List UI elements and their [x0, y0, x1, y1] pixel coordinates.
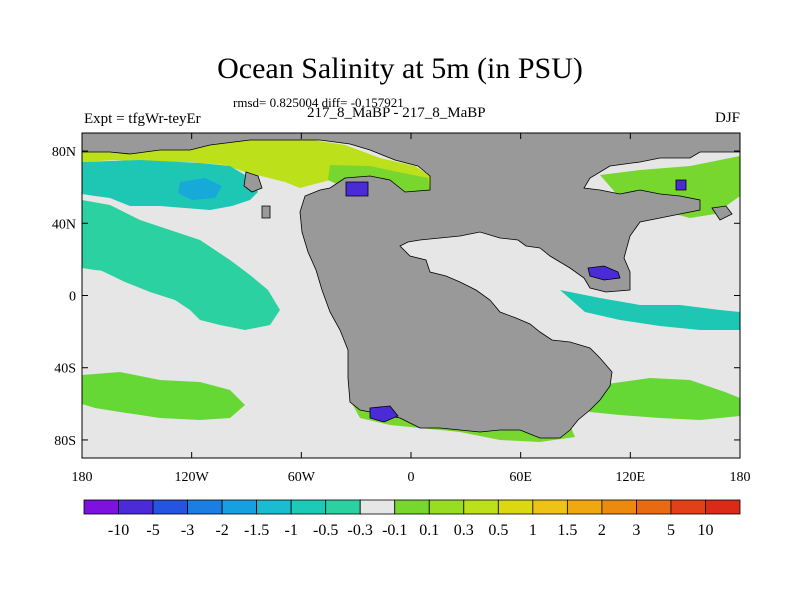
season-label: DJF [714, 110, 740, 126]
y-tick-label: 40S [54, 362, 76, 377]
colorbar-label: -2 [215, 522, 228, 539]
colorbar-label: 10 [697, 522, 713, 539]
x-tick-label: 120E [616, 470, 646, 485]
colorbar-swatch [256, 499, 292, 515]
colorbar-swatch [290, 499, 327, 515]
colorbar-label: 3 [632, 522, 640, 539]
field-south-pacific [82, 372, 245, 420]
colorbar-label: -1.5 [244, 522, 269, 539]
field-tropical-pacific-2 [82, 245, 150, 272]
colorbar-label: -0.3 [348, 522, 373, 539]
colorbar-label: 0.1 [419, 522, 439, 539]
x-tick-label: 180 [72, 470, 93, 485]
colorbar-swatch [221, 499, 258, 515]
y-tick-label: 40N [52, 217, 76, 232]
land-island-1 [261, 205, 271, 219]
x-tick-label: 60W [288, 470, 316, 485]
colorbar-swatch [601, 499, 637, 515]
colorbar-swatch [325, 499, 361, 515]
x-tick-label: 120W [175, 470, 210, 485]
y-tick-label: 80S [54, 434, 76, 449]
field-tropical-pacific [82, 200, 280, 330]
runs-label: 217_8_MaBP - 217_8_MaBP [307, 105, 486, 121]
colorbar-swatch [463, 499, 499, 515]
colorbar-label: 5 [667, 522, 675, 539]
colorbar-swatch [83, 499, 119, 515]
experiment-label: Expt = tfgWr-teyEr [84, 111, 201, 127]
land-island-2 [711, 205, 733, 221]
field-north-pacific-core [178, 178, 222, 200]
fresh-arctic [345, 181, 369, 197]
fresh-antarctic [369, 405, 399, 423]
x-tick-label: 180 [730, 470, 751, 485]
colorbar-swatch [497, 499, 534, 515]
colorbar-label: -0.5 [313, 522, 338, 539]
field-east-ocean-2 [560, 290, 740, 330]
stats-label: rmsd= 0.825004 diff= -0.157921 [233, 95, 404, 110]
fresh-asia [587, 265, 621, 281]
colorbar-label: -1 [284, 522, 297, 539]
colorbar-swatch [532, 499, 568, 515]
colorbar-label: -3 [181, 522, 194, 539]
colorbar-label: 1.5 [557, 522, 577, 539]
colorbar-label: -10 [108, 522, 129, 539]
colorbar-label: -5 [146, 522, 159, 539]
colorbar-label: 0.3 [454, 522, 474, 539]
y-tick-label: 0 [69, 290, 76, 305]
colorbar-swatch [670, 499, 706, 515]
colorbar-swatch [428, 499, 465, 515]
x-tick-label: 60E [509, 470, 532, 485]
colorbar-swatch [705, 499, 741, 515]
colorbar-label: 0.5 [488, 522, 508, 539]
chart-title: Ocean Salinity at 5m (in PSU) [217, 52, 583, 85]
colorbar-label: -0.1 [382, 522, 407, 539]
x-tick-label: 0 [408, 470, 415, 485]
colorbar-swatch [394, 499, 430, 515]
land-north [81, 132, 741, 439]
colorbar-swatch [566, 499, 603, 515]
colorbar-swatch [118, 499, 154, 515]
y-tick-label: 80N [52, 145, 76, 160]
colorbar-label: 1 [529, 522, 537, 539]
colorbar-swatch [636, 499, 672, 515]
fresh-east [675, 179, 687, 191]
colorbar-swatch [359, 499, 396, 515]
field-south-pacific-2 [570, 378, 740, 420]
land-asia-coast [243, 171, 263, 193]
colorbar-swatch [187, 499, 223, 515]
colorbar-swatch [152, 499, 188, 515]
colorbar-label: 2 [598, 522, 606, 539]
field-arctic-band [82, 137, 430, 192]
